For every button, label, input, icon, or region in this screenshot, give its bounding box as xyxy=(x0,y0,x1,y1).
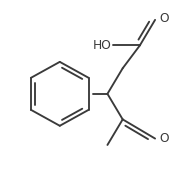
Text: O: O xyxy=(159,132,169,145)
Text: HO: HO xyxy=(92,39,111,52)
Text: O: O xyxy=(159,12,169,25)
